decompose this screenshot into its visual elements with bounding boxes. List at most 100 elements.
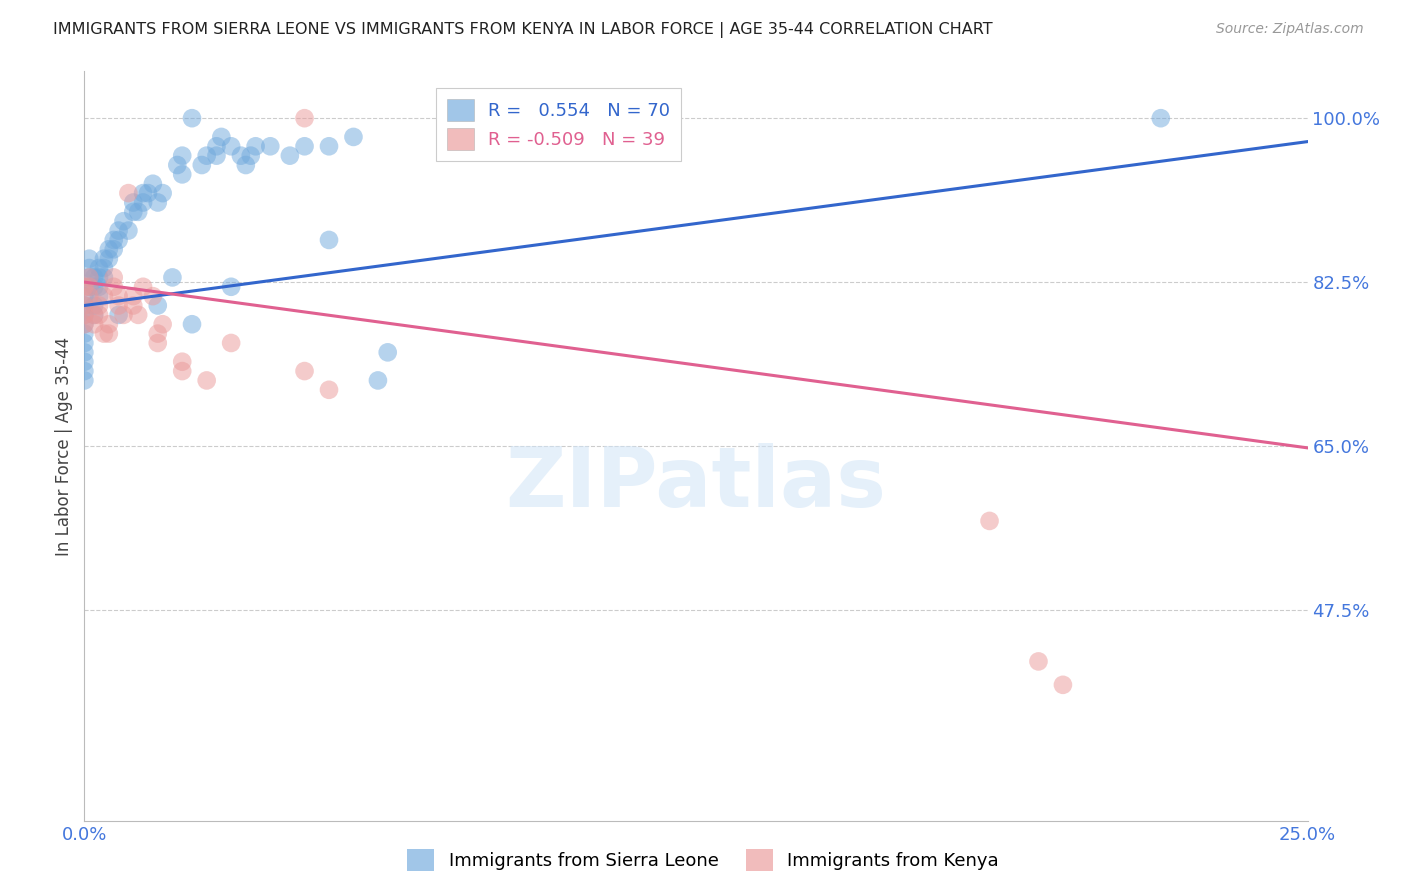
Point [93, 261, 115, 276]
Point [93, 289, 115, 303]
Point [107, 224, 129, 238]
Point [73, 355, 96, 369]
Point [73, 326, 96, 341]
Point [77, 270, 100, 285]
Point [77, 280, 100, 294]
Point [122, 195, 145, 210]
Point [87, 261, 110, 276]
Point [205, 139, 228, 153]
Point [278, 149, 301, 163]
Point [83, 317, 105, 331]
Point [83, 280, 105, 294]
Point [162, 270, 184, 285]
Point [103, 243, 125, 257]
Point [103, 233, 125, 247]
Point [172, 364, 194, 378]
Point [83, 308, 105, 322]
Point [73, 308, 96, 322]
Point [112, 214, 135, 228]
Point [97, 326, 120, 341]
Point [142, 177, 165, 191]
Point [195, 149, 218, 163]
Point [146, 326, 169, 341]
Point [107, 298, 129, 313]
Point [87, 289, 110, 303]
Point [127, 308, 149, 322]
Point [117, 224, 139, 238]
Point [97, 252, 120, 266]
Point [318, 139, 340, 153]
Point [103, 280, 125, 294]
Point [87, 280, 110, 294]
Point [142, 289, 165, 303]
Point [205, 149, 228, 163]
Point [146, 336, 169, 351]
Point [73, 317, 96, 331]
Point [1028, 655, 1050, 669]
Point [318, 383, 340, 397]
Point [132, 186, 155, 201]
Point [107, 233, 129, 247]
Point [1150, 112, 1173, 126]
Legend: R =   0.554   N = 70, R = -0.509   N = 39: R = 0.554 N = 70, R = -0.509 N = 39 [436, 88, 681, 161]
Point [239, 149, 262, 163]
Point [87, 270, 110, 285]
Point [209, 130, 232, 145]
Point [97, 243, 120, 257]
Point [73, 298, 96, 313]
Point [1052, 678, 1074, 692]
Point [77, 270, 100, 285]
Point [181, 112, 204, 126]
Point [83, 298, 105, 313]
Point [112, 308, 135, 322]
Point [166, 158, 188, 172]
Point [152, 317, 174, 331]
Point [136, 186, 159, 201]
Point [73, 364, 96, 378]
Point [77, 280, 100, 294]
Point [245, 139, 267, 153]
Point [107, 289, 129, 303]
Point [172, 168, 194, 182]
Point [191, 158, 214, 172]
Point [235, 158, 257, 172]
Point [87, 298, 110, 313]
Point [294, 364, 316, 378]
Point [103, 270, 125, 285]
Legend: Immigrants from Sierra Leone, Immigrants from Kenya: Immigrants from Sierra Leone, Immigrants… [399, 842, 1007, 879]
Point [83, 308, 105, 322]
Text: Source: ZipAtlas.com: Source: ZipAtlas.com [1216, 22, 1364, 37]
Point [979, 514, 1001, 528]
Point [229, 149, 252, 163]
Point [73, 298, 96, 313]
Point [117, 186, 139, 201]
Point [152, 186, 174, 201]
Point [97, 317, 120, 331]
Point [181, 317, 204, 331]
Point [77, 289, 100, 303]
Point [73, 308, 96, 322]
Point [122, 289, 145, 303]
Point [146, 298, 169, 313]
Point [87, 308, 110, 322]
Point [93, 252, 115, 266]
Point [318, 233, 340, 247]
Y-axis label: In Labor Force | Age 35-44: In Labor Force | Age 35-44 [55, 336, 73, 556]
Point [294, 139, 316, 153]
Point [294, 112, 316, 126]
Point [73, 336, 96, 351]
Text: ZIPatlas: ZIPatlas [506, 443, 886, 524]
Point [132, 195, 155, 210]
Point [195, 374, 218, 388]
Point [259, 139, 281, 153]
Point [127, 205, 149, 219]
Point [377, 345, 399, 359]
Point [73, 317, 96, 331]
Point [172, 149, 194, 163]
Point [219, 336, 242, 351]
Point [342, 130, 364, 145]
Point [73, 374, 96, 388]
Point [132, 280, 155, 294]
Point [77, 252, 100, 266]
Point [77, 261, 100, 276]
